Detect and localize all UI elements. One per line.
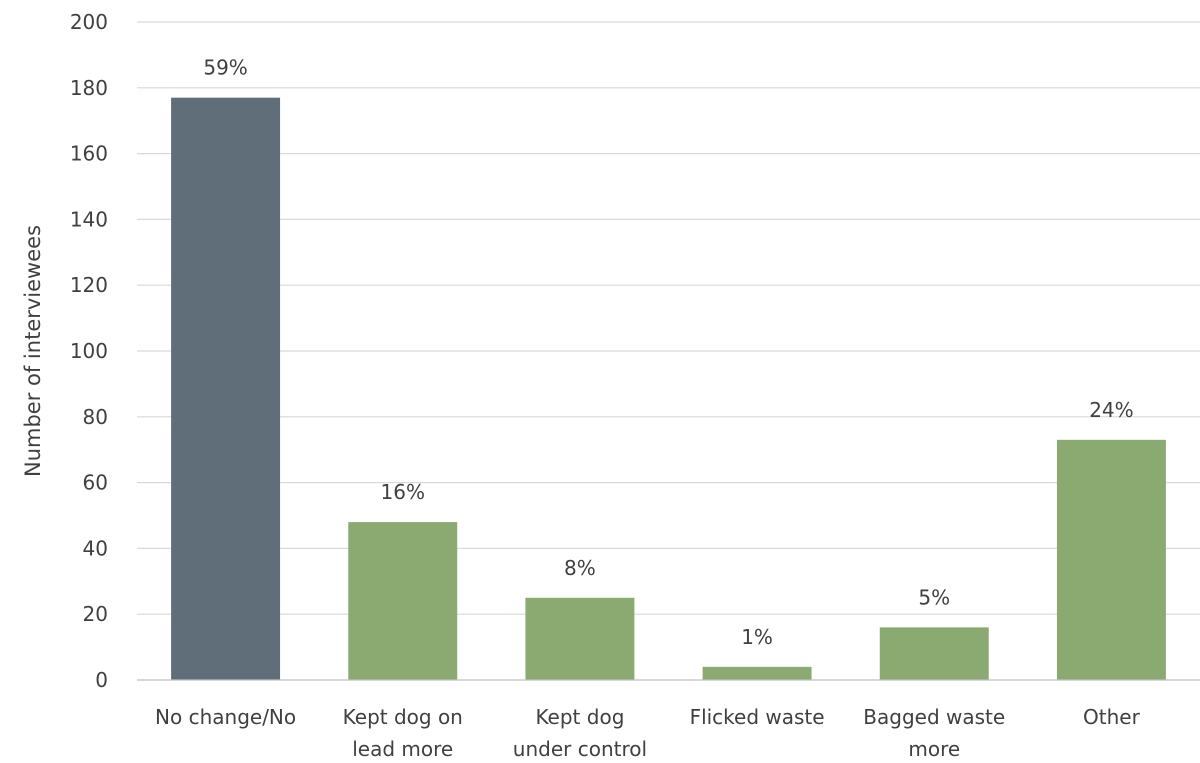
bar <box>348 522 458 680</box>
x-tick-label-line: Bagged waste <box>863 705 1005 729</box>
y-tick-label: 20 <box>83 602 108 626</box>
y-tick-label: 60 <box>83 471 108 495</box>
y-axis-label: Number of interviewees <box>21 225 45 477</box>
bar <box>525 597 635 680</box>
x-tick-label-line: No change/No <box>155 705 296 729</box>
x-tick-label-line: Kept dog <box>535 705 624 729</box>
data-label: 24% <box>1089 398 1133 422</box>
x-tick-label-line: more <box>908 737 960 761</box>
x-tick-label-line: Kept dog on <box>343 705 463 729</box>
x-tick-label: Kept dog on lead more <box>343 705 463 761</box>
data-label: 59% <box>203 56 247 80</box>
data-label: 8% <box>564 556 596 580</box>
bars <box>171 97 1166 681</box>
x-tick-label: No change/No <box>155 705 296 729</box>
y-tick-label: 180 <box>70 76 108 100</box>
x-tick-label-line: Other <box>1083 705 1141 729</box>
data-label: 16% <box>381 480 425 504</box>
y-tick-label: 140 <box>70 207 108 231</box>
bar <box>171 97 281 681</box>
data-label: 5% <box>918 585 950 609</box>
gridlines <box>137 21 1200 615</box>
y-tick-label: 40 <box>83 536 108 560</box>
y-tick-label: 160 <box>70 142 108 166</box>
bar <box>1056 439 1166 680</box>
x-tick-label: Kept dog under control <box>513 705 647 761</box>
data-labels: 59% 16% 8% 1% 5% 24% <box>203 56 1133 649</box>
y-tick-label: 0 <box>95 668 108 692</box>
y-axis-ticks: 0 20 40 60 80 100 120 140 160 180 200 <box>70 10 108 692</box>
x-tick-label-line: lead more <box>352 737 453 761</box>
bar <box>702 666 812 680</box>
x-tick-label: Bagged waste more <box>863 705 1005 761</box>
y-tick-label: 100 <box>70 339 108 363</box>
y-tick-label: 200 <box>70 10 108 34</box>
y-tick-label: 80 <box>83 405 108 429</box>
data-label: 1% <box>741 625 773 649</box>
bar <box>879 627 989 680</box>
x-tick-label: Flicked waste <box>690 705 825 729</box>
x-tick-label: Other <box>1083 705 1141 729</box>
x-tick-label-line: under control <box>513 737 647 761</box>
y-tick-label: 120 <box>70 273 108 297</box>
x-tick-label-line: Flicked waste <box>690 705 825 729</box>
